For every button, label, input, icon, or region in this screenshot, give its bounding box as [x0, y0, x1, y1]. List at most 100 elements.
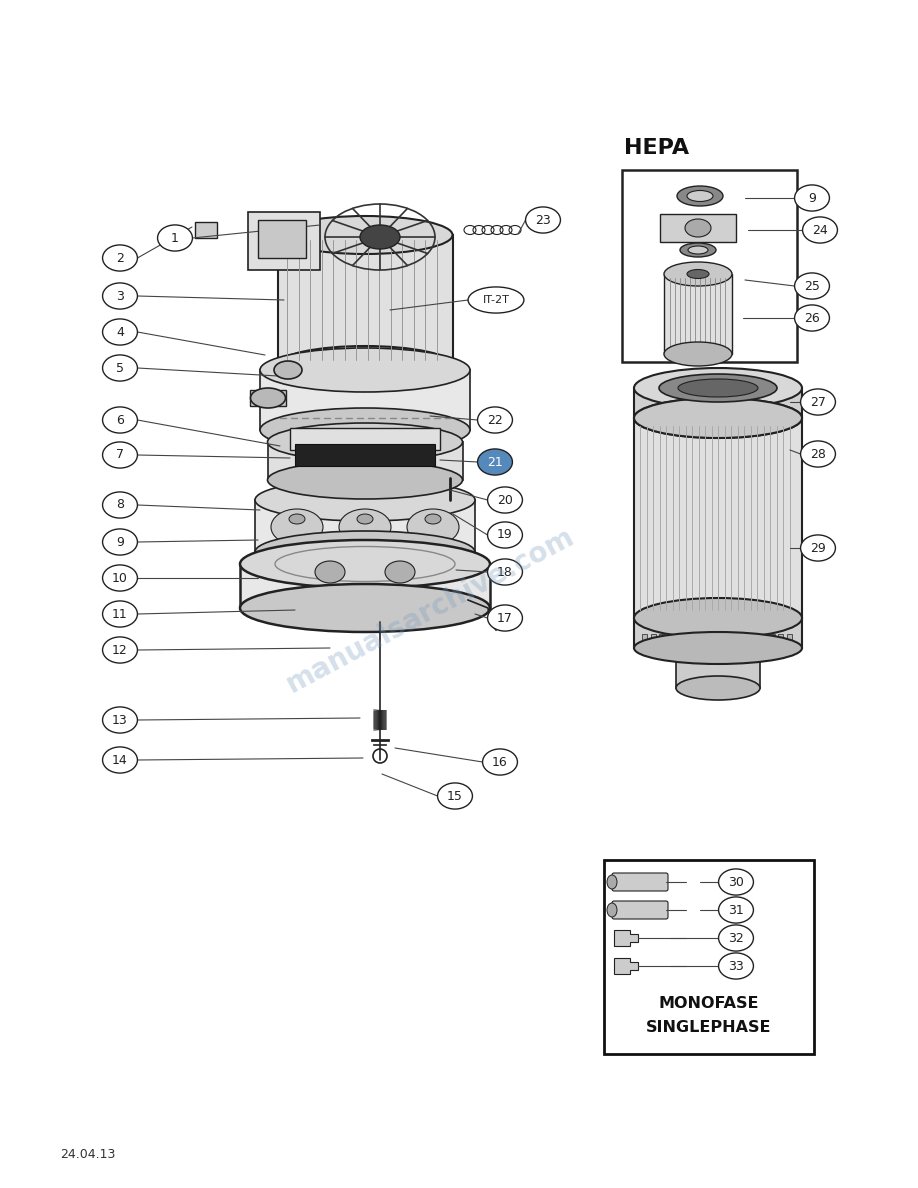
Bar	[676, 647, 760, 688]
Bar	[604, 860, 814, 1054]
Polygon shape	[614, 958, 638, 974]
Ellipse shape	[676, 676, 760, 700]
Text: 17: 17	[497, 612, 513, 625]
Ellipse shape	[274, 361, 302, 379]
Bar	[667, 634, 673, 647]
Ellipse shape	[487, 605, 522, 631]
Ellipse shape	[607, 903, 617, 917]
Text: 11: 11	[112, 607, 128, 620]
Bar	[744, 634, 749, 647]
Ellipse shape	[103, 529, 138, 555]
Text: 2: 2	[116, 252, 124, 265]
Ellipse shape	[289, 514, 305, 524]
Ellipse shape	[103, 601, 138, 627]
Text: 26: 26	[804, 311, 820, 324]
Bar	[634, 418, 802, 618]
Ellipse shape	[634, 398, 802, 438]
Bar	[195, 222, 217, 238]
Ellipse shape	[255, 479, 475, 522]
Ellipse shape	[719, 868, 754, 895]
Ellipse shape	[103, 492, 138, 518]
Ellipse shape	[680, 244, 716, 257]
Ellipse shape	[407, 508, 459, 545]
Ellipse shape	[487, 487, 522, 513]
Ellipse shape	[487, 522, 522, 548]
Ellipse shape	[103, 442, 138, 468]
Text: 28: 28	[810, 448, 826, 461]
Bar	[787, 634, 791, 647]
Text: 1: 1	[171, 232, 179, 245]
Bar	[769, 634, 775, 647]
Bar	[248, 211, 320, 270]
Bar	[719, 634, 723, 647]
Bar	[240, 564, 490, 608]
Bar	[277, 235, 453, 365]
FancyBboxPatch shape	[612, 873, 668, 891]
Ellipse shape	[719, 925, 754, 952]
Bar	[735, 634, 741, 647]
Bar	[258, 220, 306, 258]
Text: 10: 10	[112, 571, 128, 584]
Text: 7: 7	[116, 449, 124, 461]
Text: 5: 5	[116, 361, 124, 374]
Ellipse shape	[103, 283, 138, 309]
Text: MONOFASE: MONOFASE	[659, 997, 759, 1011]
Ellipse shape	[634, 398, 802, 438]
Text: 19: 19	[498, 529, 513, 542]
Ellipse shape	[526, 207, 561, 233]
Ellipse shape	[277, 346, 453, 384]
Ellipse shape	[719, 897, 754, 923]
Ellipse shape	[267, 423, 463, 461]
Bar	[778, 634, 783, 647]
Text: 33: 33	[728, 960, 744, 973]
Ellipse shape	[634, 632, 802, 664]
Ellipse shape	[719, 953, 754, 979]
Bar	[761, 634, 766, 647]
Text: 8: 8	[116, 499, 124, 512]
Ellipse shape	[688, 246, 708, 254]
Text: 3: 3	[116, 290, 124, 303]
Text: 25: 25	[804, 279, 820, 292]
Ellipse shape	[385, 561, 415, 583]
Polygon shape	[614, 930, 638, 946]
Ellipse shape	[260, 348, 470, 392]
Ellipse shape	[685, 219, 711, 236]
Ellipse shape	[240, 541, 490, 588]
Ellipse shape	[260, 407, 470, 451]
Ellipse shape	[634, 598, 802, 638]
Bar	[676, 634, 681, 647]
Ellipse shape	[240, 584, 490, 632]
Ellipse shape	[103, 407, 138, 434]
Text: 12: 12	[112, 644, 128, 657]
Ellipse shape	[255, 531, 475, 573]
Text: 20: 20	[497, 493, 513, 506]
Ellipse shape	[795, 185, 830, 211]
Bar	[664, 274, 732, 354]
Bar	[727, 634, 732, 647]
Bar	[634, 388, 802, 418]
Ellipse shape	[677, 187, 723, 206]
Bar	[693, 634, 698, 647]
Text: 16: 16	[492, 756, 508, 769]
Bar	[651, 634, 655, 647]
Bar	[701, 634, 707, 647]
Bar	[290, 428, 440, 450]
Bar	[295, 444, 435, 466]
Ellipse shape	[103, 565, 138, 592]
Text: 4: 4	[116, 326, 124, 339]
Ellipse shape	[357, 514, 373, 524]
Ellipse shape	[103, 245, 138, 271]
Text: 32: 32	[728, 931, 744, 944]
Ellipse shape	[795, 305, 830, 331]
Ellipse shape	[477, 407, 512, 434]
Ellipse shape	[664, 263, 732, 286]
Bar	[634, 618, 802, 647]
Ellipse shape	[678, 379, 758, 397]
Ellipse shape	[687, 270, 709, 278]
Ellipse shape	[483, 748, 518, 775]
Ellipse shape	[339, 508, 391, 545]
Ellipse shape	[360, 225, 400, 249]
Bar	[255, 500, 475, 552]
Text: 31: 31	[728, 904, 744, 916]
Ellipse shape	[103, 707, 138, 733]
